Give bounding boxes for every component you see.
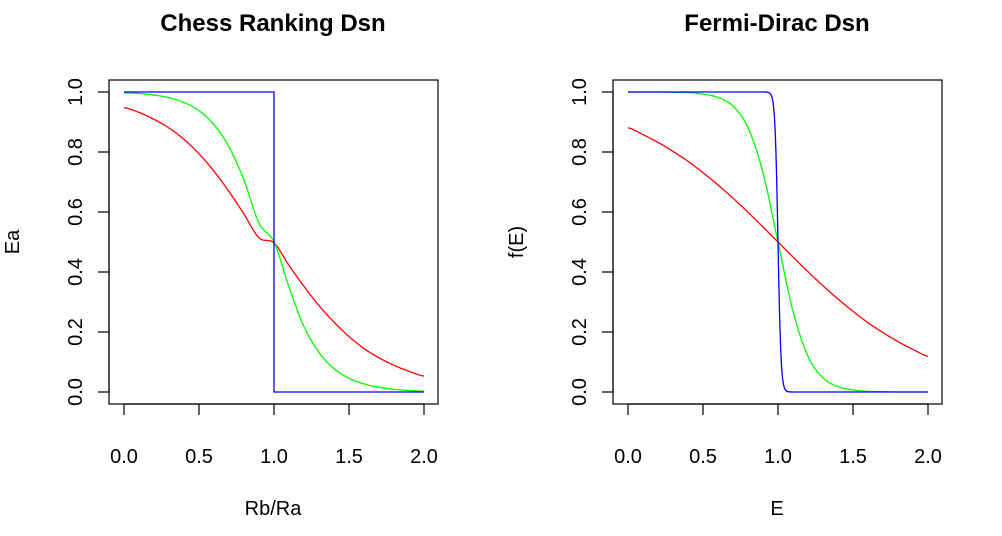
panel-title: Fermi-Dirac Dsn <box>684 10 869 37</box>
fermi-dirac-panel: Fermi-Dirac Dsn 0.0 0.5 1.0 1.5 2.0 0.00.20.… <box>506 10 943 520</box>
x-axis-label: E <box>770 498 783 520</box>
y-tick-label: 0.0 <box>569 378 591 406</box>
y-tick-label: 0.4 <box>569 258 591 286</box>
series-line-2 <box>124 91 424 393</box>
x-tick-label: 2.0 <box>410 446 438 468</box>
y-tick-label: 0.2 <box>65 318 87 346</box>
x-tick-label: 2.0 <box>914 446 942 468</box>
panel-title: Chess Ranking Dsn <box>160 10 385 37</box>
x-axis: 0.0 0.5 1.0 1.5 2.0 <box>614 403 942 468</box>
y-tick-label: 0.6 <box>65 198 87 226</box>
y-axis: 0.0 0.2 0.4 0.6 0.8 1.0 <box>569 78 614 406</box>
x-tick-label: 1.0 <box>764 446 792 468</box>
x-axis: 0.0 0.5 1.0 1.5 2.0 <box>110 403 438 468</box>
y-tick-label: 0.8 <box>65 138 87 166</box>
y-tick-label: 0.2 <box>569 318 591 346</box>
chess-ranking-panel: Chess Ranking Dsn 0.0 0.5 1.0 1.5 2.0 0.0 0.2… <box>2 10 439 520</box>
series-line-2 <box>628 91 928 393</box>
x-tick-label: 0.0 <box>110 446 138 468</box>
series-layer <box>123 91 425 393</box>
y-tick-label: 0.8 <box>569 138 591 166</box>
series-layer <box>627 91 929 393</box>
x-tick-label: 1.5 <box>839 446 867 468</box>
y-axis: 0.0 0.2 0.4 0.6 0.8 1.0 <box>65 78 110 406</box>
y-tick-label: 1.0 <box>65 78 87 106</box>
y-axis-label: f(E) <box>506 226 528 258</box>
x-tick-label: 0.0 <box>614 446 642 468</box>
y-axis-label: Ea <box>2 229 24 254</box>
x-tick-label: 1.5 <box>335 446 363 468</box>
y-tick-label: 0.6 <box>569 198 591 226</box>
y-tick-label: 0.0 <box>65 378 87 406</box>
x-tick-label: 0.5 <box>689 446 717 468</box>
x-tick-label: 1.0 <box>260 446 288 468</box>
y-tick-label: 1.0 <box>569 78 591 106</box>
x-tick-label: 0.5 <box>185 446 213 468</box>
x-axis-label: Rb/Ra <box>245 498 303 520</box>
y-tick-label: 0.4 <box>65 258 87 286</box>
